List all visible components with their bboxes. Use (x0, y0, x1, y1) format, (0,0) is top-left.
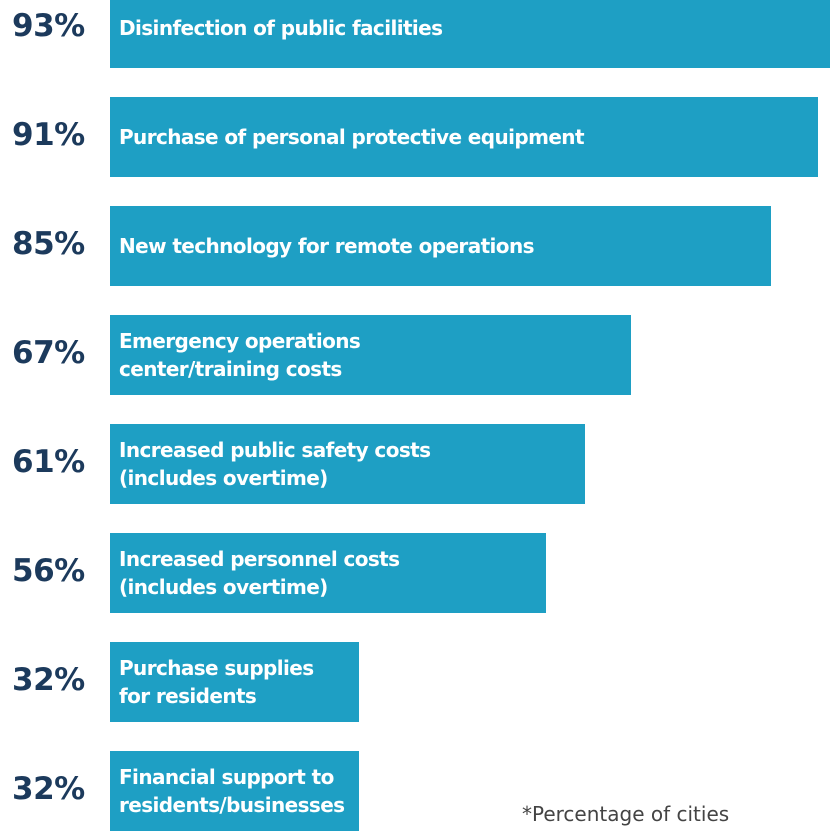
value-label: 32% (12, 662, 85, 698)
category-label: New technology for remote operations (119, 234, 535, 258)
bar: Increased public safety costs (includes … (110, 424, 585, 504)
value-label: 56% (12, 553, 85, 589)
value-label: 32% (12, 771, 85, 807)
bar: Disinfection of public facilities (110, 0, 830, 68)
value-label: 85% (12, 226, 85, 262)
category-label: Purchase of personal protective equipmen… (119, 125, 585, 149)
bar: Financial support to residents/businesse… (110, 751, 359, 831)
bar: New technology for remote operations (110, 206, 771, 286)
bar: Purchase supplies for residents (110, 642, 359, 722)
value-label: 91% (12, 117, 85, 153)
category-label: Disinfection of public facilities (119, 16, 443, 40)
category-label: Increased public safety costs (includes … (119, 438, 431, 490)
category-label: Emergency operations center/training cos… (119, 329, 361, 381)
footnote: *Percentage of cities (522, 802, 730, 826)
category-label: Purchase supplies for residents (119, 656, 314, 708)
bar: Emergency operations center/training cos… (110, 315, 631, 395)
category-label: Increased personnel costs (includes over… (119, 547, 400, 599)
bar: Increased personnel costs (includes over… (110, 533, 546, 613)
value-label: 67% (12, 335, 85, 371)
value-label: 93% (12, 8, 85, 44)
bar: Purchase of personal protective equipmen… (110, 97, 818, 177)
category-label: Financial support to residents/businesse… (119, 765, 345, 817)
value-label: 61% (12, 444, 85, 480)
